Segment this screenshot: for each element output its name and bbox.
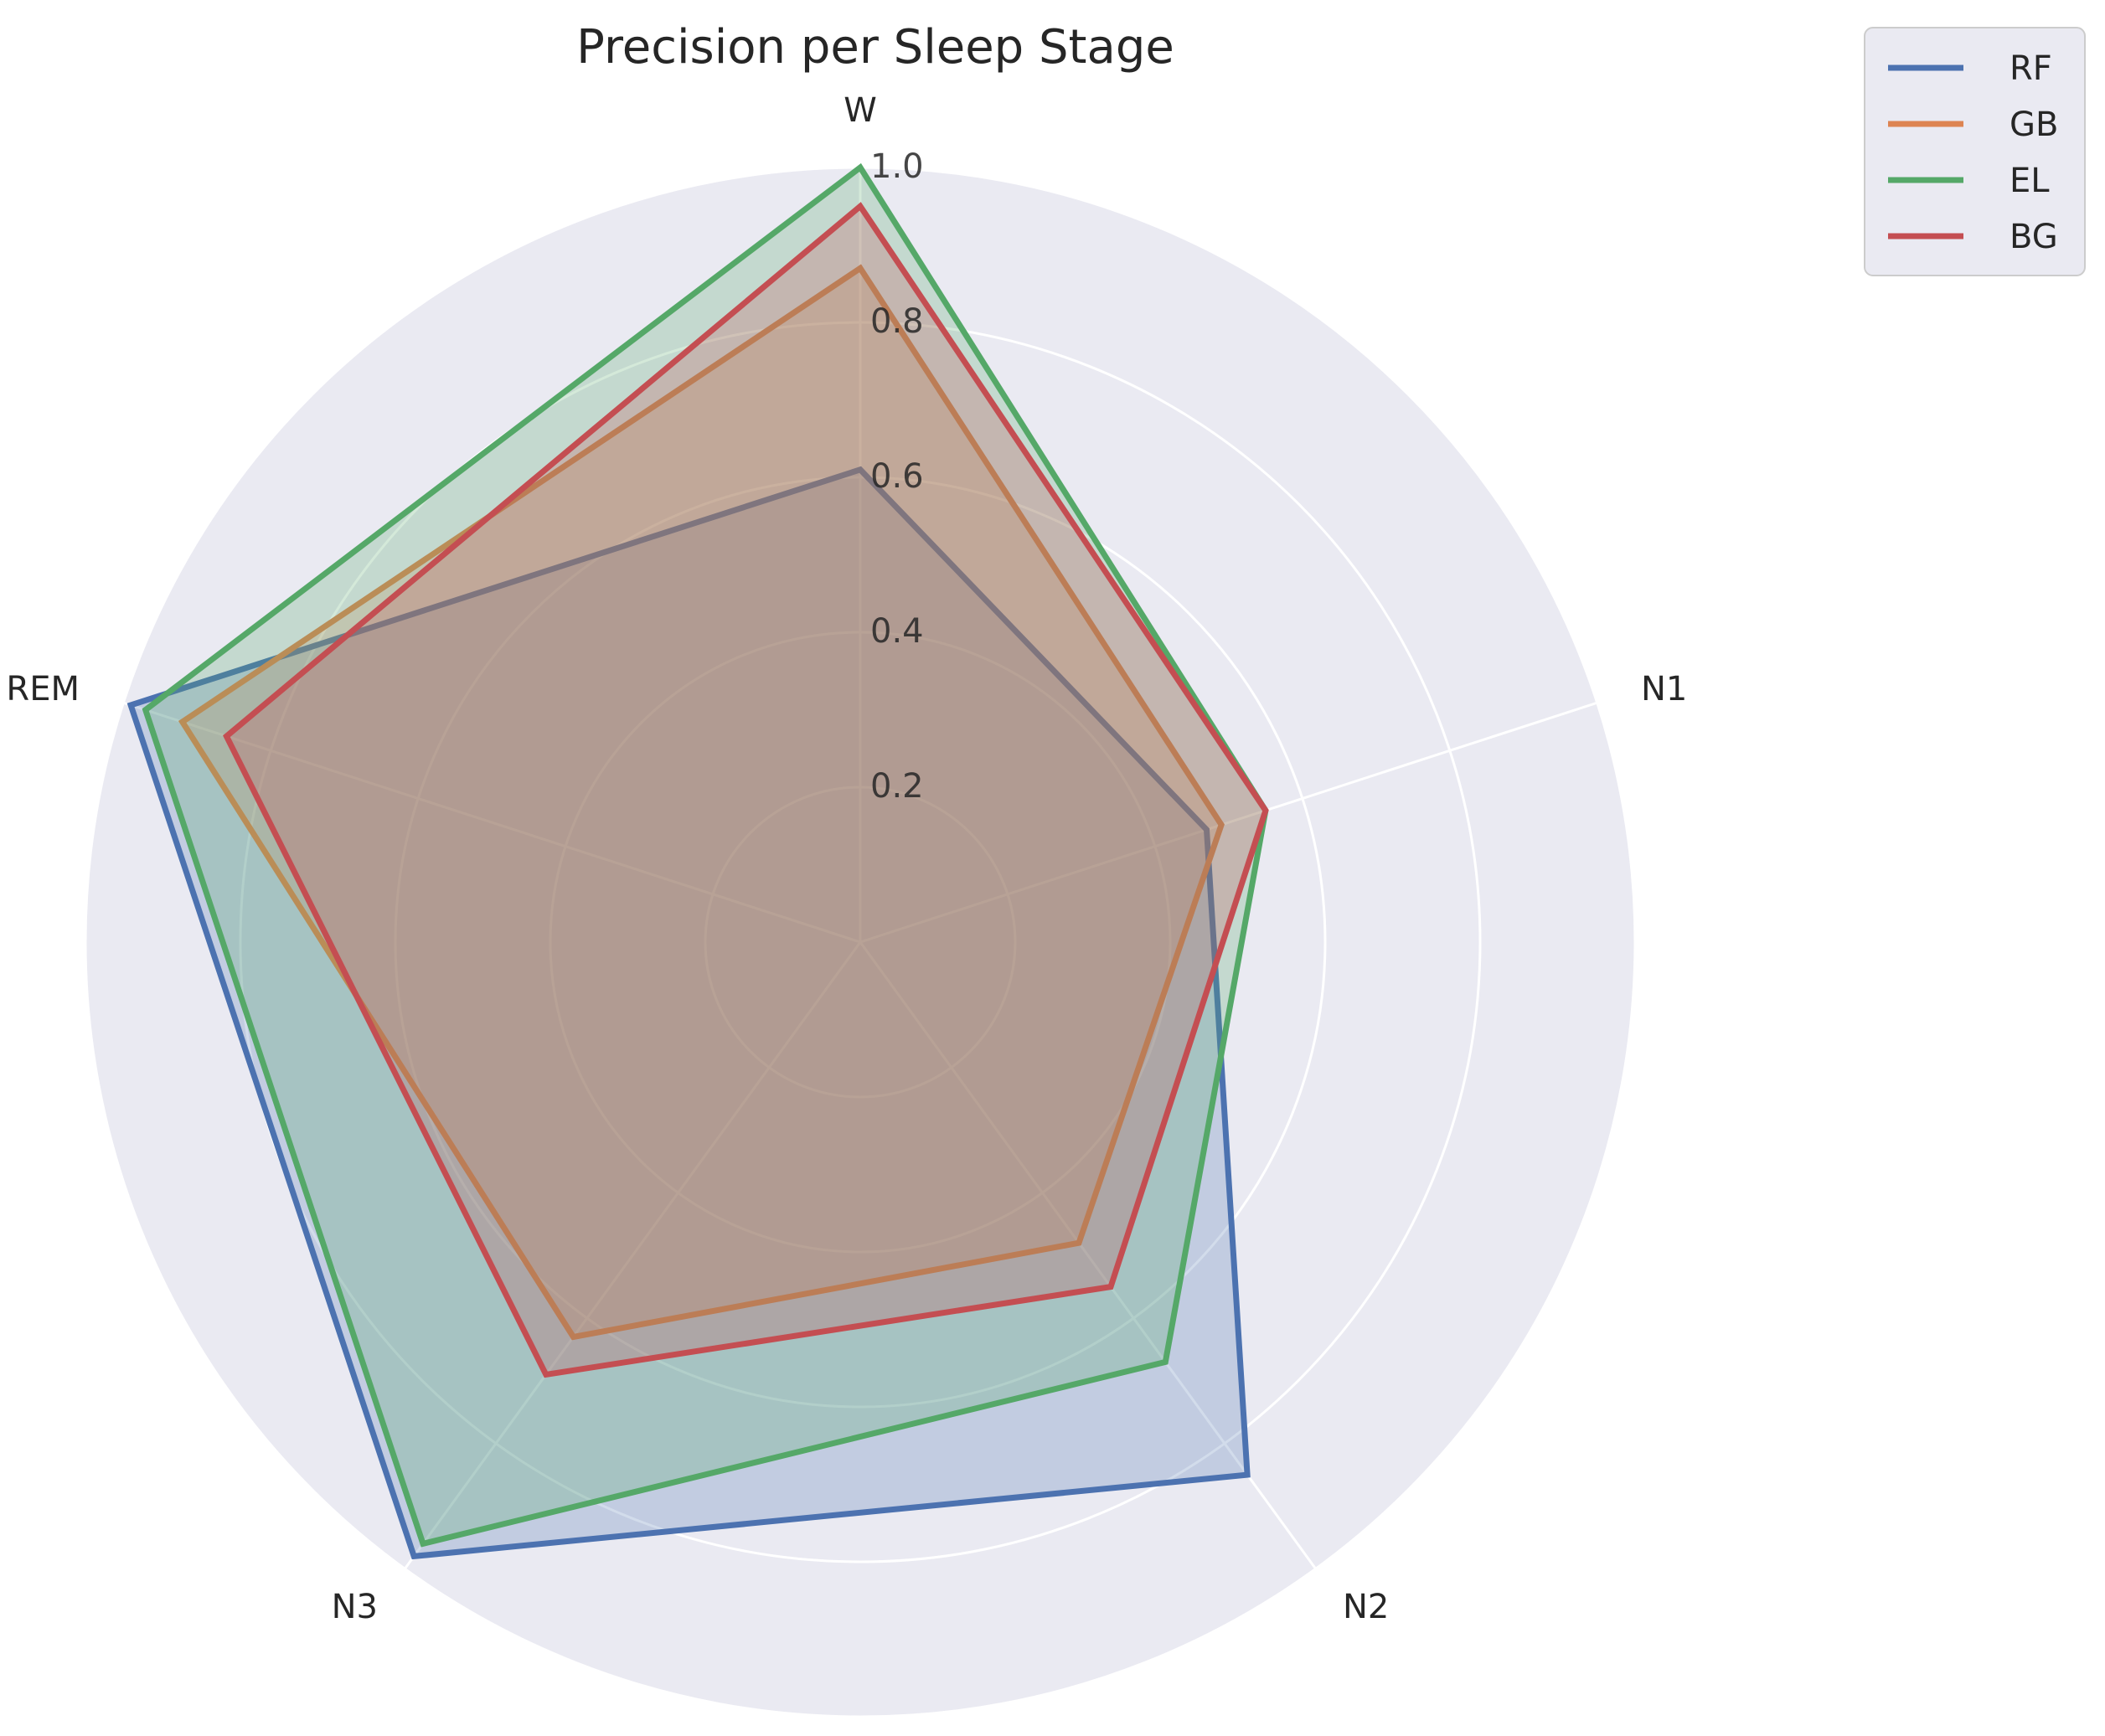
angular-grid-line <box>404 941 862 1570</box>
category-label-n3: N3 <box>332 1588 378 1626</box>
category-label-w: W <box>844 91 877 130</box>
radial-tick-label: 0.2 <box>870 767 924 806</box>
series-line-el <box>142 162 1269 1548</box>
angular-grid-line <box>122 701 861 944</box>
legend-box <box>1864 27 2086 276</box>
series-line-gb <box>178 264 1225 1341</box>
plot-area: 0.2 0.4 0.6 0.8 1.0 W N1 N2 N3 REM <box>6 91 1687 1718</box>
legend-label-el: EL <box>2010 162 2050 200</box>
legend-label-bg: BG <box>2010 218 2058 256</box>
series-fill-gb <box>182 268 1222 1337</box>
radial-tick-label: 0.8 <box>870 302 924 341</box>
category-label-n1: N1 <box>1641 670 1687 708</box>
legend-label-gb: GB <box>2010 106 2058 144</box>
series-fill-rf <box>131 469 1248 1557</box>
series-fill-bg <box>226 206 1266 1375</box>
radial-tick-label: 0.4 <box>870 612 924 651</box>
category-label-n2: N2 <box>1343 1588 1389 1626</box>
angular-grid-line <box>859 701 1598 944</box>
series-fill-el <box>145 167 1266 1544</box>
series-line-bg <box>223 202 1269 1378</box>
angular-grid-line <box>859 941 1317 1570</box>
chart-title: Precision per Sleep Stage <box>576 20 1174 75</box>
legend: RF GB EL BG <box>1864 27 2086 276</box>
category-label-rem: REM <box>6 670 80 708</box>
radial-tick-label: 0.6 <box>870 457 924 496</box>
series-line-rf <box>126 466 1251 1560</box>
legend-label-rf: RF <box>2010 49 2052 88</box>
radial-tick-label: 1.0 <box>870 147 924 186</box>
